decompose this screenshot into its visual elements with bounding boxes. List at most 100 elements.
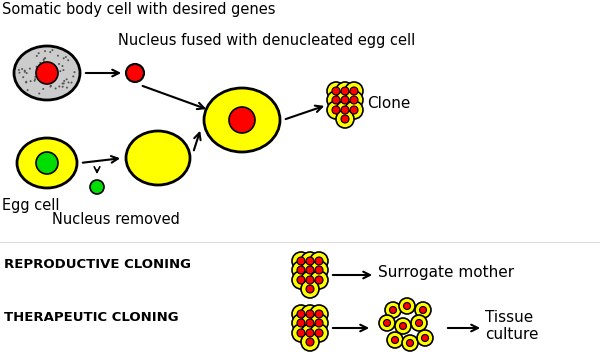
Circle shape <box>65 78 68 80</box>
Circle shape <box>332 87 340 95</box>
Circle shape <box>310 271 328 289</box>
Circle shape <box>292 314 310 332</box>
Circle shape <box>310 252 328 270</box>
Circle shape <box>292 261 310 279</box>
Circle shape <box>43 66 45 68</box>
Ellipse shape <box>126 131 190 185</box>
Circle shape <box>229 107 255 133</box>
Circle shape <box>18 69 20 71</box>
Circle shape <box>332 106 340 114</box>
Text: THERAPEUTIC CLONING: THERAPEUTIC CLONING <box>4 311 179 324</box>
Circle shape <box>336 101 354 119</box>
Circle shape <box>336 91 354 109</box>
Circle shape <box>66 87 68 89</box>
Circle shape <box>25 81 27 83</box>
Circle shape <box>327 82 345 100</box>
Circle shape <box>38 52 40 54</box>
Circle shape <box>402 335 418 351</box>
Circle shape <box>419 306 427 314</box>
Circle shape <box>61 65 64 67</box>
Circle shape <box>58 85 61 87</box>
Circle shape <box>29 68 31 70</box>
Circle shape <box>63 82 65 85</box>
Circle shape <box>55 87 56 90</box>
Circle shape <box>297 310 305 318</box>
Circle shape <box>306 338 314 346</box>
Circle shape <box>315 266 323 274</box>
Circle shape <box>63 80 65 82</box>
Circle shape <box>315 276 323 284</box>
Circle shape <box>43 58 46 60</box>
Circle shape <box>301 252 319 270</box>
Circle shape <box>34 78 36 80</box>
Circle shape <box>36 55 38 57</box>
Ellipse shape <box>14 46 80 100</box>
Circle shape <box>350 96 358 104</box>
Circle shape <box>56 68 58 69</box>
Circle shape <box>292 252 310 270</box>
Circle shape <box>43 59 44 61</box>
Circle shape <box>35 66 38 68</box>
Circle shape <box>292 271 310 289</box>
Circle shape <box>26 72 28 74</box>
Circle shape <box>51 65 53 67</box>
Circle shape <box>306 257 314 265</box>
Circle shape <box>52 49 53 51</box>
Circle shape <box>301 261 319 279</box>
Circle shape <box>297 257 305 265</box>
Circle shape <box>400 322 407 330</box>
Circle shape <box>392 337 398 343</box>
Circle shape <box>301 333 319 351</box>
Circle shape <box>301 271 319 289</box>
Circle shape <box>310 305 328 323</box>
Circle shape <box>417 330 433 346</box>
Circle shape <box>49 86 52 87</box>
Circle shape <box>56 71 58 73</box>
Circle shape <box>24 71 26 73</box>
Circle shape <box>350 87 358 95</box>
Circle shape <box>74 71 76 73</box>
Circle shape <box>306 276 314 284</box>
Ellipse shape <box>17 138 77 188</box>
Circle shape <box>310 261 328 279</box>
Circle shape <box>19 72 20 74</box>
Circle shape <box>297 276 305 284</box>
Circle shape <box>383 319 391 326</box>
Text: REPRODUCTIVE CLONING: REPRODUCTIVE CLONING <box>4 258 191 271</box>
Circle shape <box>385 302 401 318</box>
Circle shape <box>62 82 64 85</box>
Circle shape <box>22 76 24 78</box>
Circle shape <box>49 51 51 53</box>
Circle shape <box>345 91 363 109</box>
Circle shape <box>310 314 328 332</box>
Circle shape <box>341 106 349 114</box>
Circle shape <box>306 266 314 274</box>
Circle shape <box>306 285 314 293</box>
Circle shape <box>341 115 349 123</box>
Circle shape <box>297 319 305 327</box>
Circle shape <box>407 339 413 347</box>
Circle shape <box>332 96 340 104</box>
Text: Egg cell: Egg cell <box>2 198 59 213</box>
Circle shape <box>327 101 345 119</box>
Circle shape <box>336 82 354 100</box>
Ellipse shape <box>204 88 280 152</box>
Circle shape <box>301 314 319 332</box>
Circle shape <box>306 319 314 327</box>
Circle shape <box>44 50 46 52</box>
Circle shape <box>26 89 29 91</box>
Circle shape <box>57 55 59 57</box>
Circle shape <box>63 57 65 59</box>
Circle shape <box>389 306 397 314</box>
Circle shape <box>90 180 104 194</box>
Circle shape <box>387 332 403 348</box>
Circle shape <box>404 302 410 310</box>
Circle shape <box>36 62 58 84</box>
Circle shape <box>421 334 428 342</box>
Circle shape <box>39 62 41 64</box>
Circle shape <box>310 324 328 342</box>
Circle shape <box>54 74 56 77</box>
Circle shape <box>36 152 58 174</box>
Circle shape <box>415 319 422 326</box>
Circle shape <box>297 266 305 274</box>
